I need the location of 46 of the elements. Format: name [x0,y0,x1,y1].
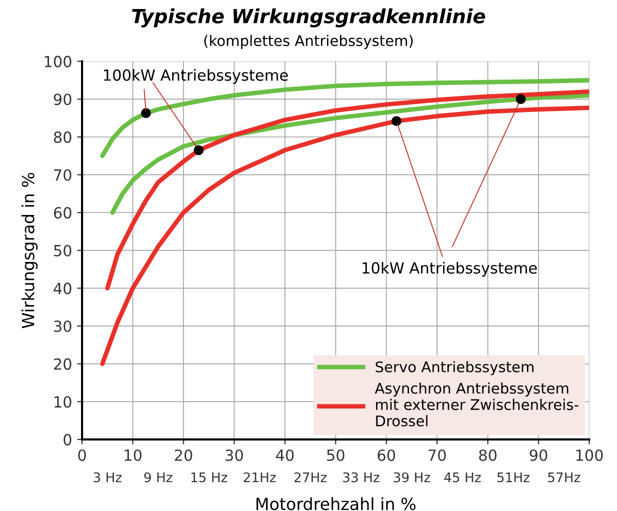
chart-subtitle: (komplettes Antriebssystem) [204,34,413,49]
x-tick-label: 80 [479,449,497,462]
y-tick-label: 20 [54,358,72,370]
x-tick-label: 60 [378,449,396,462]
legend-label: Servo Antriebssystem [376,361,534,376]
x-axis-title: Motordrehzahl in % [256,497,416,510]
x2-tick-label: 27Hz [294,472,327,482]
annotation: 10kW Antriebssysteme [362,262,537,277]
x-tick-label: 70 [428,449,446,462]
x-tick-label: 20 [174,449,192,462]
point [516,94,526,104]
annotation: 100kW Antriebssysteme [104,69,288,84]
line-series [110,93,590,215]
legend-label: Asynchron Antriebssystem mit externer Zwischenkreis- Drossel [374,382,578,426]
y-tick-label: 30 [54,320,72,332]
x-tick-label: 30 [226,449,243,462]
y-axis-title: Wirkungsgrad in % [21,172,38,328]
chart-title: Typische Wirkungsgradkennlinie [132,8,486,28]
x2-tick-label: 57Hz [548,472,580,482]
x2-tick-label: 45 Hz [444,472,481,482]
y-tick-label: 90 [54,94,72,106]
x-tick-label: 90 [530,449,548,462]
y-tick-label: 40 [54,282,72,294]
x-tick-label: 10 [124,449,142,462]
x2-tick-label: 33 Hz [343,472,380,482]
x2-tick-label: 3 Hz [94,472,122,482]
y-tick-label: 100 [44,56,72,68]
y-tick-label: 0 [64,434,72,446]
x2-tick-label: 15 Hz [191,472,228,482]
y-tick-label: 50 [54,244,72,256]
point [140,108,151,118]
x2-tick-label: 51Hz [497,472,530,482]
line-series [105,89,590,290]
y-tick-label: 70 [54,169,72,181]
y-tick-label: 60 [54,207,72,219]
x2-tick-label: 9 Hz [144,472,172,482]
x-tick-label: 100 [576,449,603,462]
x2-tick-label: 21Hz [244,472,276,482]
x-tick-label: 0 [78,449,86,462]
x-tick-label: 40 [276,449,294,462]
x-tick-label: 50 [327,449,344,462]
x2-tick-label: 39 Hz [394,472,430,482]
y-tick-label: 80 [54,131,72,143]
point [392,116,402,126]
y-tick-label: 10 [54,396,72,408]
point [194,145,204,156]
